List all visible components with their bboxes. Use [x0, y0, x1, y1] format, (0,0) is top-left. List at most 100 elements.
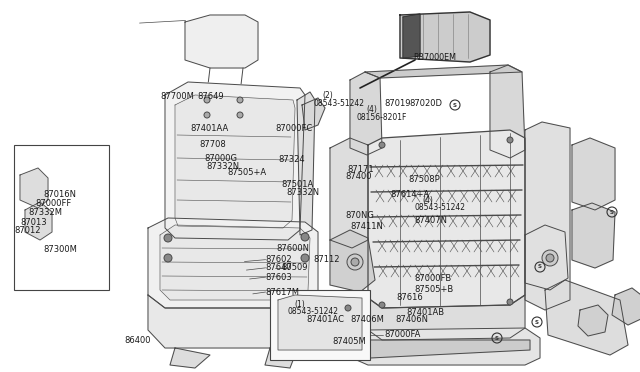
- Polygon shape: [25, 202, 52, 240]
- Text: S: S: [535, 320, 539, 324]
- Text: 87020D: 87020D: [410, 99, 443, 108]
- Text: S: S: [610, 209, 614, 215]
- Text: (4): (4): [422, 196, 433, 205]
- Text: 87401AB: 87401AB: [406, 308, 445, 317]
- Text: 87700M: 87700M: [160, 92, 194, 101]
- Text: 87300M: 87300M: [44, 245, 77, 254]
- Polygon shape: [572, 203, 615, 268]
- Text: (1): (1): [294, 300, 305, 309]
- Text: 87019: 87019: [384, 99, 410, 108]
- Text: 87617M: 87617M: [266, 288, 300, 296]
- Polygon shape: [165, 82, 305, 240]
- Text: 86400: 86400: [125, 336, 151, 345]
- Text: 87401AA: 87401AA: [191, 124, 229, 133]
- Polygon shape: [20, 168, 48, 208]
- Text: 87332M: 87332M: [28, 208, 62, 217]
- Text: 87603: 87603: [266, 273, 292, 282]
- Polygon shape: [302, 98, 325, 130]
- Text: 08156-8201F: 08156-8201F: [356, 113, 407, 122]
- Polygon shape: [525, 225, 568, 290]
- Circle shape: [379, 142, 385, 148]
- Polygon shape: [365, 65, 522, 78]
- Polygon shape: [330, 230, 375, 292]
- Circle shape: [345, 305, 351, 311]
- Text: 08543-51242: 08543-51242: [314, 99, 365, 108]
- Polygon shape: [545, 280, 628, 355]
- Text: 87708: 87708: [200, 140, 227, 149]
- Text: 87411N: 87411N: [351, 222, 383, 231]
- Text: 87407N: 87407N: [415, 216, 448, 225]
- Text: 87640: 87640: [266, 263, 292, 272]
- Circle shape: [237, 97, 243, 103]
- Text: 87501A: 87501A: [282, 180, 314, 189]
- Text: 87112: 87112: [314, 255, 340, 264]
- Circle shape: [347, 254, 363, 270]
- Polygon shape: [350, 72, 382, 155]
- Polygon shape: [265, 348, 295, 368]
- Text: 87012: 87012: [14, 226, 40, 235]
- Text: (2): (2): [323, 92, 333, 100]
- Text: 87013: 87013: [20, 218, 47, 227]
- Polygon shape: [403, 14, 420, 58]
- Polygon shape: [525, 122, 570, 310]
- Text: 87505+B: 87505+B: [415, 285, 454, 294]
- Polygon shape: [160, 225, 310, 300]
- Polygon shape: [572, 138, 615, 210]
- Text: 87401AC: 87401AC: [306, 315, 344, 324]
- Polygon shape: [400, 12, 490, 62]
- Text: 87508P: 87508P: [408, 175, 440, 184]
- Circle shape: [546, 254, 554, 262]
- Circle shape: [237, 112, 243, 118]
- Polygon shape: [175, 95, 295, 228]
- Text: 87509: 87509: [282, 263, 308, 272]
- Circle shape: [507, 299, 513, 305]
- Text: S: S: [453, 103, 457, 108]
- Text: 87171: 87171: [347, 165, 374, 174]
- Text: 87406N: 87406N: [396, 315, 429, 324]
- Circle shape: [379, 302, 385, 308]
- Text: 87405M: 87405M: [333, 337, 367, 346]
- Text: 87602: 87602: [266, 255, 292, 264]
- Text: S: S: [495, 336, 499, 340]
- Polygon shape: [278, 295, 362, 350]
- Text: 87000FF: 87000FF: [35, 199, 72, 208]
- Text: 87600N: 87600N: [276, 244, 310, 253]
- Text: S: S: [538, 264, 542, 269]
- Text: 87616: 87616: [397, 293, 424, 302]
- Text: 87000G: 87000G: [205, 154, 238, 163]
- Circle shape: [164, 234, 172, 242]
- Text: (4): (4): [366, 105, 377, 114]
- Circle shape: [301, 254, 309, 262]
- Text: 87000FB: 87000FB: [415, 274, 452, 283]
- Text: 87016N: 87016N: [44, 190, 77, 199]
- Polygon shape: [368, 130, 525, 308]
- Polygon shape: [330, 138, 368, 248]
- Text: 08543-51242: 08543-51242: [288, 307, 339, 316]
- Circle shape: [204, 97, 210, 103]
- Polygon shape: [185, 15, 258, 68]
- Text: 87400: 87400: [346, 172, 372, 181]
- Text: RB7000EM: RB7000EM: [413, 53, 456, 62]
- Text: 87505+A: 87505+A: [228, 169, 267, 177]
- Polygon shape: [148, 218, 318, 308]
- Text: 87332N: 87332N: [287, 188, 320, 197]
- Text: 87000FA: 87000FA: [384, 330, 420, 339]
- Text: 87614+A: 87614+A: [390, 190, 429, 199]
- Text: 08543-51242: 08543-51242: [415, 203, 466, 212]
- Polygon shape: [578, 305, 608, 336]
- Text: 87649: 87649: [197, 92, 224, 101]
- Text: 87406M: 87406M: [351, 315, 385, 324]
- Circle shape: [351, 258, 359, 266]
- Bar: [270, 290, 370, 360]
- Polygon shape: [345, 340, 530, 358]
- Bar: [14, 145, 109, 290]
- Circle shape: [164, 254, 172, 262]
- Text: 87000FC: 87000FC: [275, 124, 312, 133]
- Polygon shape: [297, 92, 315, 235]
- Polygon shape: [148, 295, 318, 348]
- Text: 870NG: 870NG: [346, 211, 374, 219]
- Polygon shape: [490, 65, 525, 158]
- Circle shape: [301, 233, 309, 241]
- Polygon shape: [170, 348, 210, 368]
- Circle shape: [204, 112, 210, 118]
